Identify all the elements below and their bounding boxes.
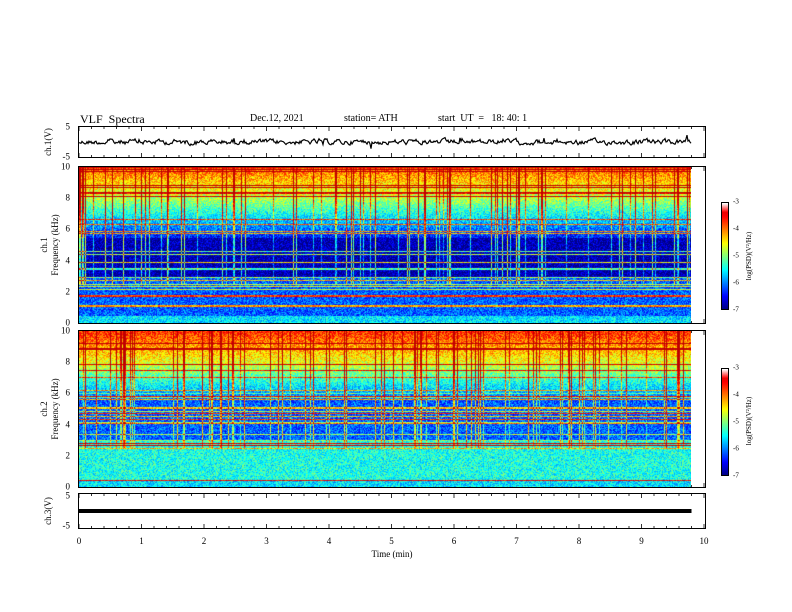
ch3-ytick-bottom: -5 <box>62 520 71 531</box>
ch2-spectrogram-ytick: 4 <box>65 419 71 430</box>
ch2-colorbar-tick: -7 <box>733 471 739 480</box>
ch1-colorbar-tick: -6 <box>733 278 739 287</box>
ch1-spectrogram-ytick: 8 <box>65 192 71 203</box>
ch1-spectrogram-ytick: 4 <box>65 255 71 266</box>
ch2-spectrogram-channel-label: ch.2 <box>39 401 49 417</box>
ch1-spectrogram-image <box>79 167 691 323</box>
ch2-colorbar-tick: -3 <box>733 363 739 372</box>
ch2-colorbar-tick: -6 <box>733 444 739 453</box>
ch3-waveform-panel <box>78 493 706 529</box>
ch2-spectrogram-ytick: 10 <box>61 325 70 336</box>
ch1-ytick-top: 5 <box>65 121 71 132</box>
ch1-colorbar-tick: -4 <box>733 224 739 233</box>
x-axis-tick: 3 <box>264 536 269 546</box>
ch2-colorbar-tick: -4 <box>733 390 739 399</box>
x-axis-tick: 1 <box>139 536 144 546</box>
x-axis-tick: 2 <box>201 536 207 546</box>
x-axis-tick: 8 <box>576 536 582 546</box>
start-time-label: start UT = 18: 40: 1 <box>438 113 528 124</box>
ch1-colorbar-label: log(PSD)(V²/Hz) <box>745 231 753 281</box>
ch1-waveform-ylabel: ch.1(V) <box>43 128 53 156</box>
x-axis-tick: 10 <box>699 536 709 546</box>
x-axis-tick: 5 <box>389 536 394 546</box>
ch2-colorbar <box>721 368 729 476</box>
x-axis-tick: 6 <box>451 536 457 546</box>
ch3-ytick-top: 5 <box>65 490 71 501</box>
x-axis-tick: 7 <box>514 536 519 546</box>
ch1-waveform-panel <box>78 126 706 158</box>
ch3-waveform-ylabel: ch.3(V) <box>43 497 53 525</box>
ch1-spectrogram-ytick: 6 <box>65 223 71 234</box>
ch1-ytick-bottom: -5 <box>62 151 71 162</box>
ch2-spectrogram-ytick: 8 <box>65 356 71 367</box>
x-axis-tick: 0 <box>76 536 82 546</box>
ch2-spectrogram-ytick: 2 <box>65 450 71 461</box>
x-axis-tick: 9 <box>639 536 644 546</box>
ch1-spectrogram-ytick: 10 <box>61 161 70 172</box>
ch1-colorbar-tick: -7 <box>733 305 739 314</box>
ch1-spectrogram-channel-label: ch.1 <box>39 237 49 253</box>
ch1-spectrogram-panel <box>78 166 706 324</box>
ch1-spectrogram-ylabel: Frequency (kHz) <box>50 214 60 276</box>
ch2-colorbar-label: log(PSD)(V²/Hz) <box>745 396 753 446</box>
x-axis-tick: 4 <box>326 536 332 546</box>
chart-title: VLF Spectra <box>80 112 145 126</box>
ch1-colorbar-tick: -5 <box>733 251 739 260</box>
ch2-spectrogram-ytick: 0 <box>65 481 71 492</box>
ch2-spectrogram-ytick: 6 <box>65 387 71 398</box>
x-axis-label: Time (min) <box>371 549 413 559</box>
ch1-spectrogram-ytick: 2 <box>65 286 71 297</box>
ch2-spectrogram-panel <box>78 330 706 488</box>
date-label: Dec.12, 2021 <box>250 113 304 124</box>
ch1-spectrogram-ytick: 0 <box>65 317 71 328</box>
ch2-spectrogram-image <box>79 331 691 487</box>
ch2-colorbar-tick: -5 <box>733 417 739 426</box>
ch1-colorbar-tick: -3 <box>733 197 739 206</box>
station-label: station= ATH <box>344 113 398 124</box>
ch2-spectrogram-ylabel: Frequency (kHz) <box>50 378 60 440</box>
ch1-colorbar <box>721 202 729 310</box>
